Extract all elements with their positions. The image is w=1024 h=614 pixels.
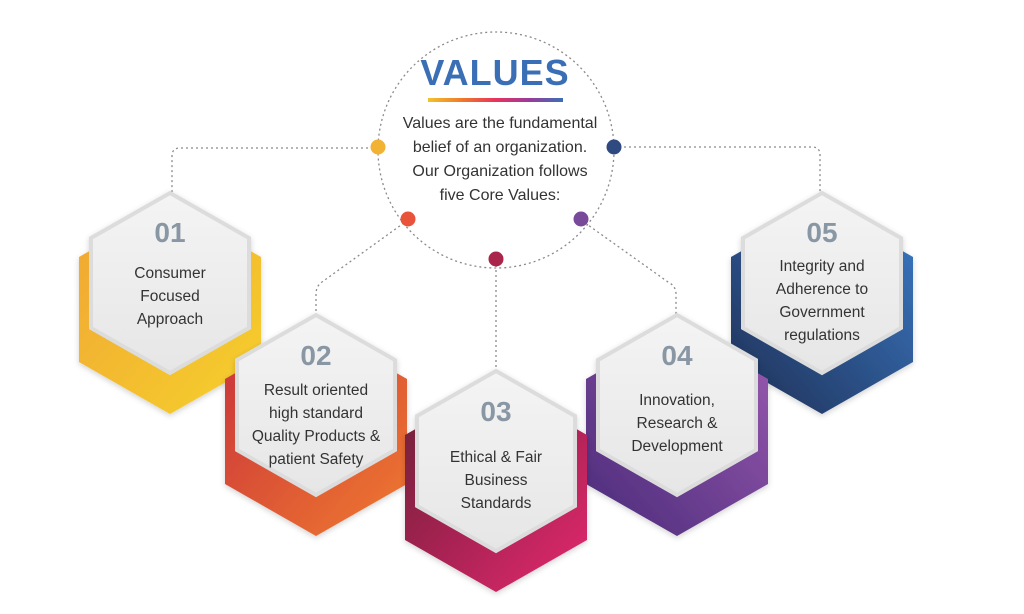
value-02-line: Quality Products & — [251, 428, 381, 445]
value-05-line: Government — [779, 304, 865, 321]
value-02-number: 02 — [300, 340, 332, 371]
value-05-line: Adherence to — [775, 281, 869, 298]
intro-line: five Core Values: — [439, 187, 561, 204]
hexagon-01-face — [89, 190, 251, 376]
hexagon-05 — [731, 190, 913, 414]
value-01-line: Consumer — [134, 265, 206, 282]
intro-line: belief of an organization. — [412, 139, 588, 156]
value-03-number: 03 — [480, 396, 512, 427]
value-04-line: Innovation, — [639, 392, 715, 409]
value-05-line: Integrity and — [779, 258, 865, 275]
value-04-number: 04 — [661, 340, 693, 371]
hexagon-04-face — [596, 312, 758, 498]
dot-04 — [573, 211, 589, 227]
values-title: VALUES — [420, 52, 570, 93]
value-02-line: high standard — [269, 405, 363, 422]
hexagon-04 — [586, 312, 768, 536]
connector-05 — [614, 146, 821, 193]
intro-text: Values are the fundamental belief of an … — [380, 112, 620, 208]
connector-04 — [580, 219, 677, 318]
hexagon-02-face — [235, 312, 397, 498]
dot-02 — [400, 211, 416, 227]
value-04-line: Development — [631, 438, 723, 455]
connector-02 — [315, 219, 409, 318]
value-01-line: Approach — [136, 311, 204, 328]
value-05-label: Integrity and Adherence to Government re… — [747, 255, 897, 347]
connector-lines — [171, 146, 821, 372]
value-01-label: Consumer Focused Approach — [95, 262, 245, 331]
hexagon-05-face — [741, 190, 903, 376]
hexagon-03 — [405, 368, 587, 592]
value-02-line: patient Safety — [268, 451, 364, 468]
value-05-line: regulations — [784, 327, 860, 344]
intro-line: Our Organization follows — [412, 163, 588, 180]
dot-01 — [370, 139, 386, 155]
value-04-line: Research & — [636, 415, 718, 432]
hexagon-02 — [225, 312, 407, 536]
value-02-line: Result oriented — [263, 382, 369, 399]
value-03-label: Ethical & Fair Business Standards — [421, 446, 571, 515]
value-01-number: 01 — [154, 217, 186, 248]
intro-line: Values are the fundamental — [402, 115, 598, 132]
hexagon-03-face — [415, 368, 577, 554]
hexagon-01 — [79, 190, 261, 414]
value-01-line: Focused — [140, 288, 200, 305]
value-03-line: Standards — [460, 495, 532, 512]
title-underline — [428, 98, 563, 102]
connector-01 — [171, 147, 378, 195]
dot-03 — [488, 251, 504, 267]
value-02-label: Result oriented high standard Quality Pr… — [238, 379, 394, 471]
value-03-line: Ethical & Fair — [449, 449, 543, 466]
value-03-line: Business — [464, 472, 528, 489]
dot-05 — [606, 139, 622, 155]
value-04-label: Innovation, Research & Development — [602, 389, 752, 458]
value-05-number: 05 — [806, 217, 838, 248]
